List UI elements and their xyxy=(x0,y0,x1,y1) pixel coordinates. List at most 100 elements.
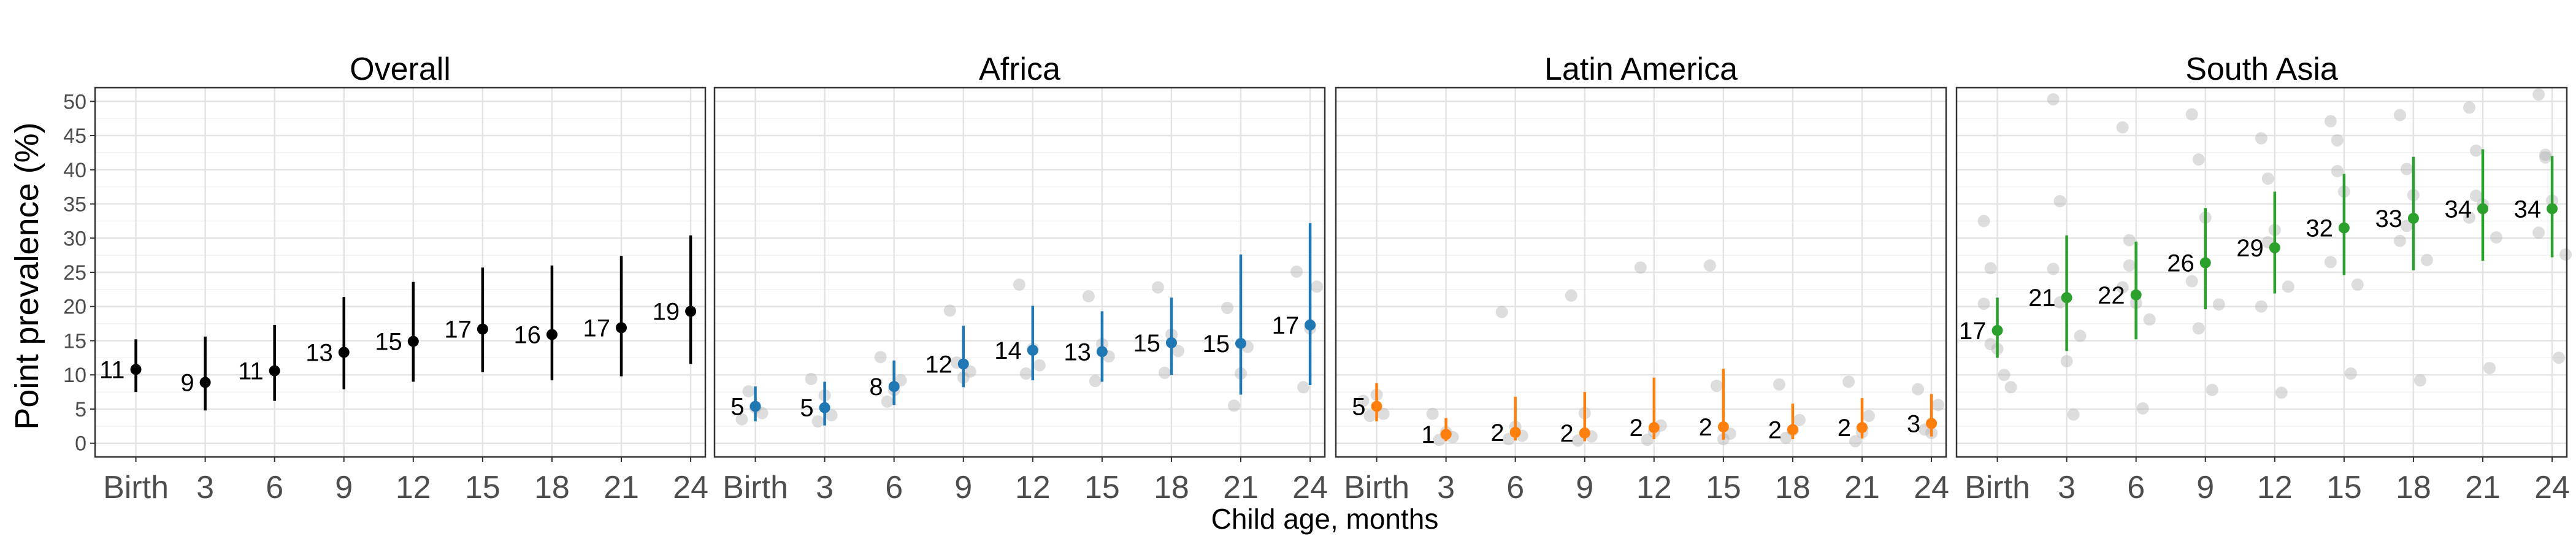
estimate-point xyxy=(1926,418,1938,429)
estimate-point xyxy=(957,358,969,370)
study-point xyxy=(874,351,887,364)
study-point xyxy=(2047,93,2060,105)
study-point xyxy=(2261,172,2274,185)
x-tick-label: 18 xyxy=(1154,470,1189,505)
study-point xyxy=(1357,394,1370,407)
data-label: 32 xyxy=(2306,215,2333,242)
study-point xyxy=(2053,195,2066,208)
data-label: 15 xyxy=(1203,331,1230,358)
y-tick-label: 35 xyxy=(63,193,86,217)
estimate-point xyxy=(2130,289,2142,301)
study-point xyxy=(811,415,824,428)
study-point xyxy=(825,408,838,421)
study-point xyxy=(2463,101,2476,114)
study-point xyxy=(2123,234,2136,247)
study-point xyxy=(1377,407,1390,420)
estimate-point xyxy=(1787,424,1798,435)
study-point xyxy=(1641,434,1654,447)
study-point xyxy=(1221,301,1234,314)
x-tick-label: 21 xyxy=(1844,470,1880,505)
estimate-point xyxy=(616,322,627,334)
study-point xyxy=(2123,259,2136,272)
x-tick-label: 18 xyxy=(1775,470,1811,505)
data-label: 34 xyxy=(2514,196,2542,223)
estimate-point xyxy=(1165,337,1177,348)
study-point xyxy=(2143,313,2156,326)
study-point xyxy=(2074,329,2087,342)
study-point xyxy=(1773,378,1785,391)
y-tick-label: 40 xyxy=(63,159,86,182)
data-label: 19 xyxy=(653,299,680,326)
y-tick-label: 0 xyxy=(75,432,86,456)
study-point xyxy=(1082,290,1095,303)
study-point xyxy=(1984,262,1997,275)
study-point xyxy=(2400,220,2413,232)
x-tick-label: 24 xyxy=(1914,470,1949,505)
study-point xyxy=(2490,231,2503,244)
study-point xyxy=(742,385,755,397)
data-label: 21 xyxy=(2028,285,2056,312)
study-point xyxy=(1426,407,1439,420)
study-point xyxy=(2559,248,2572,261)
study-point xyxy=(1634,261,1647,274)
study-point xyxy=(2324,115,2337,128)
estimate-point xyxy=(2199,257,2211,269)
data-label: 12 xyxy=(925,351,953,378)
data-label: 17 xyxy=(1272,312,1300,339)
study-point xyxy=(2413,374,2426,387)
x-tick-label: 15 xyxy=(465,470,500,505)
estimate-point xyxy=(749,401,761,412)
y-tick-label: 10 xyxy=(63,364,86,387)
y-tick-label: 45 xyxy=(63,125,86,148)
x-tick-label: 21 xyxy=(604,470,639,505)
study-point xyxy=(2420,253,2433,266)
data-label: 2 xyxy=(1560,420,1573,447)
estimate-point xyxy=(199,377,211,388)
y-tick-label: 5 xyxy=(75,398,86,421)
study-point xyxy=(2483,362,2496,375)
study-point xyxy=(1779,431,1792,444)
study-point xyxy=(2351,278,2364,291)
x-tick-label: 18 xyxy=(2396,470,2431,505)
estimate-point xyxy=(1717,421,1729,432)
study-point xyxy=(2067,408,2080,421)
x-tick-label: 3 xyxy=(1437,470,1455,505)
x-axis-label: Child age, months xyxy=(1211,503,1439,535)
study-point xyxy=(1311,280,1324,293)
estimate-point xyxy=(1991,324,2003,336)
x-tick-label: 6 xyxy=(2127,470,2145,505)
estimate-point xyxy=(1305,319,1316,331)
study-point xyxy=(2470,190,2483,202)
study-point xyxy=(2532,88,2545,101)
data-label: 22 xyxy=(2098,282,2125,309)
study-point xyxy=(1842,375,1855,388)
data-label: 2 xyxy=(1490,420,1504,447)
study-point xyxy=(2532,226,2545,239)
study-point xyxy=(1089,375,1102,388)
x-tick-label: Birth xyxy=(1344,470,1409,505)
data-label: 15 xyxy=(1133,330,1160,357)
study-point xyxy=(2331,134,2344,147)
y-tick-label: 20 xyxy=(63,296,86,319)
data-label: 16 xyxy=(513,321,541,348)
estimate-point xyxy=(819,402,830,413)
x-tick-label: Birth xyxy=(723,470,788,505)
data-label: 9 xyxy=(180,369,194,396)
estimate-point xyxy=(130,364,142,375)
study-point xyxy=(2212,298,2225,311)
x-tick-label: 15 xyxy=(2326,470,2362,505)
study-point xyxy=(2324,256,2337,269)
estimate-point xyxy=(1857,422,1868,434)
estimate-point xyxy=(1027,345,1038,356)
estimate-point xyxy=(1579,427,1590,439)
data-label: 2 xyxy=(1838,415,1851,442)
estimate-point xyxy=(1440,429,1452,440)
study-point xyxy=(2470,144,2483,157)
panel-title: Overall xyxy=(350,52,451,87)
study-point xyxy=(2393,234,2406,247)
x-tick-label: 3 xyxy=(196,470,214,505)
study-point xyxy=(2344,367,2357,380)
x-tick-label: 15 xyxy=(1084,470,1120,505)
study-point xyxy=(2136,402,2149,415)
data-label: 1 xyxy=(1421,421,1435,448)
